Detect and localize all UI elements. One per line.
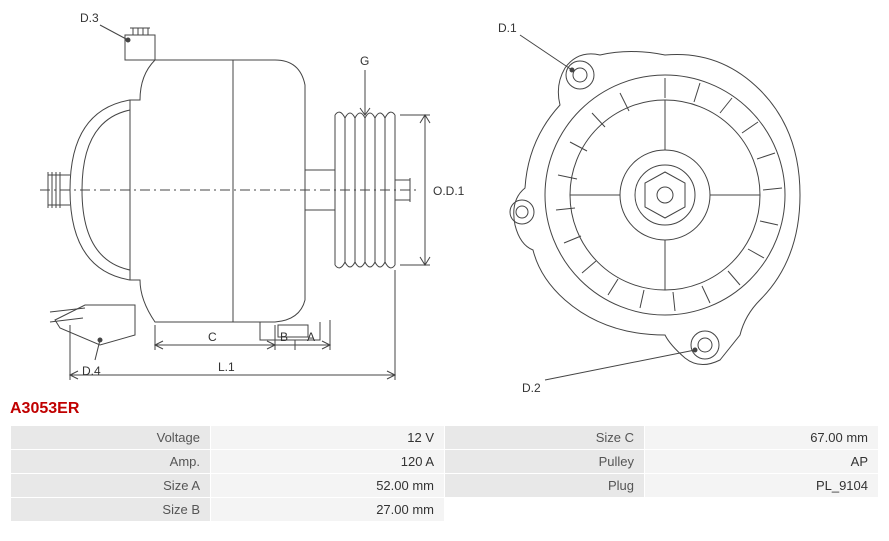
spec-table: Voltage12 VSize C67.00 mmAmp.120 APulley… xyxy=(10,425,879,522)
page: D.3 G O.D.1 D.4 C B A L.1 D.1 D.2 A3053E… xyxy=(0,0,889,541)
spec-value: 27.00 mm xyxy=(211,498,445,522)
callout-d4: D.4 xyxy=(82,364,101,378)
part-number: A3053ER xyxy=(10,400,79,418)
callout-d2: D.2 xyxy=(522,381,541,395)
left-view xyxy=(40,25,430,380)
spec-label: Size C xyxy=(445,426,645,450)
spec-label: Amp. xyxy=(11,450,211,474)
spec-value: 52.00 mm xyxy=(211,474,445,498)
right-view xyxy=(510,35,800,380)
callout-g: G xyxy=(360,54,369,68)
spec-row: Voltage12 VSize C67.00 mm xyxy=(11,426,879,450)
dim-a: A xyxy=(307,330,315,344)
spec-value xyxy=(645,498,879,522)
spec-label: Size B xyxy=(11,498,211,522)
spec-value: AP xyxy=(645,450,879,474)
spec-label: Size A xyxy=(11,474,211,498)
spec-label: Plug xyxy=(445,474,645,498)
spec-value: 67.00 mm xyxy=(645,426,879,450)
callout-d1: D.1 xyxy=(498,21,517,35)
callout-d3: D.3 xyxy=(80,11,99,25)
spec-row: Size B27.00 mm xyxy=(11,498,879,522)
callout-od1: O.D.1 xyxy=(433,184,465,198)
dim-b: B xyxy=(280,330,288,344)
spec-value: PL_9104 xyxy=(645,474,879,498)
technical-drawing: D.3 G O.D.1 D.4 C B A L.1 D.1 D.2 xyxy=(0,0,889,395)
spec-row: Amp.120 APulleyAP xyxy=(11,450,879,474)
spec-label: Voltage xyxy=(11,426,211,450)
spec-table-body: Voltage12 VSize C67.00 mmAmp.120 APulley… xyxy=(11,426,879,522)
spec-value: 12 V xyxy=(211,426,445,450)
spec-label: Pulley xyxy=(445,450,645,474)
drawing-svg: D.3 G O.D.1 D.4 C B A L.1 D.1 D.2 xyxy=(0,0,889,395)
dim-c: C xyxy=(208,330,217,344)
dim-l1: L.1 xyxy=(218,360,235,374)
spec-value: 120 A xyxy=(211,450,445,474)
spec-label xyxy=(445,498,645,522)
spec-row: Size A52.00 mmPlugPL_9104 xyxy=(11,474,879,498)
